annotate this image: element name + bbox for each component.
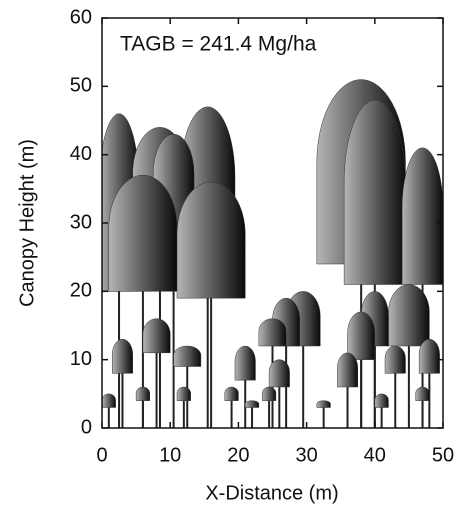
x-tick-label: 50 xyxy=(432,444,454,466)
crown xyxy=(142,318,171,354)
crown xyxy=(176,386,191,401)
crown xyxy=(374,393,389,408)
crown xyxy=(108,174,178,292)
x-tick-label: 10 xyxy=(159,444,181,466)
x-tick-label: 20 xyxy=(227,444,249,466)
y-tick-label: 50 xyxy=(70,75,92,97)
y-tick-label: 20 xyxy=(70,280,92,302)
x-tick-label: 40 xyxy=(364,444,386,466)
crown xyxy=(258,318,287,347)
crown xyxy=(415,386,430,401)
y-tick-label: 0 xyxy=(81,416,92,438)
annotation: TAGB = 241.4 Mg/ha xyxy=(120,33,317,56)
y-tick-label: 40 xyxy=(70,143,92,165)
crown xyxy=(234,345,256,381)
y-axis-label: Canopy Height (m) xyxy=(16,139,38,307)
crown xyxy=(316,400,331,408)
crown xyxy=(388,284,430,347)
crown xyxy=(268,359,290,388)
crown xyxy=(224,386,239,401)
y-tick-label: 60 xyxy=(70,6,92,28)
crown xyxy=(384,345,406,374)
crown xyxy=(176,181,246,299)
crown xyxy=(135,386,150,401)
y-tick-label: 30 xyxy=(70,211,92,233)
x-axis-label: X-Distance (m) xyxy=(205,482,338,504)
crown xyxy=(111,339,133,374)
crown xyxy=(173,345,202,367)
plot-area xyxy=(102,79,443,428)
y-tick-label: 10 xyxy=(70,348,92,370)
crown xyxy=(418,339,440,374)
crown xyxy=(262,386,277,401)
crown xyxy=(343,99,406,285)
crown xyxy=(102,393,116,408)
crown xyxy=(347,311,376,360)
x-tick-label: 30 xyxy=(295,444,317,466)
crown xyxy=(401,147,443,285)
x-tick-label: 0 xyxy=(96,444,107,466)
crown xyxy=(244,400,260,408)
crown xyxy=(337,352,358,388)
